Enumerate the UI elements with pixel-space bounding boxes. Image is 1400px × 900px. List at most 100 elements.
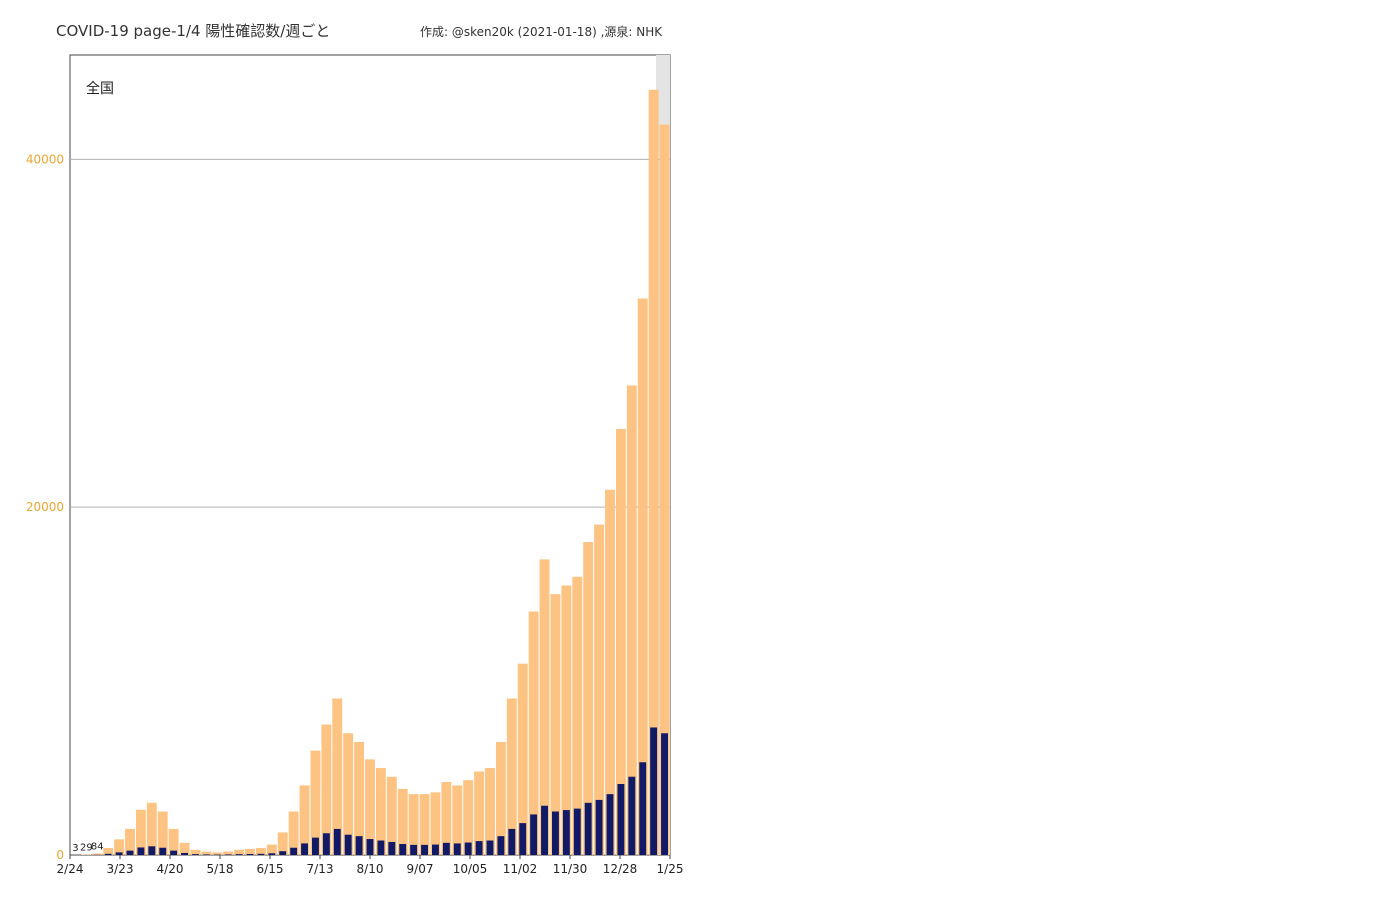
daily-bar — [279, 851, 287, 855]
daily-bar — [519, 823, 527, 855]
y-tick-label: 0 — [56, 848, 64, 862]
weekly-bar — [157, 811, 168, 855]
y-tick-label: 20000 — [26, 500, 64, 514]
daily-bar — [115, 852, 123, 855]
daily-bar — [268, 853, 276, 855]
weekly-bar — [637, 298, 648, 855]
weekly-bar — [114, 839, 125, 855]
weekly-bar — [103, 848, 114, 855]
daily-bar — [617, 783, 625, 855]
weekly-bar — [528, 611, 539, 855]
daily-bar — [235, 854, 243, 855]
weekly-bar — [81, 854, 92, 855]
x-tick-label: 11/02 — [503, 862, 538, 876]
weekly-bar — [375, 768, 386, 855]
daily-bar — [475, 841, 483, 855]
daily-bar — [552, 811, 559, 855]
data-label: 3 — [72, 843, 78, 854]
x-tick-label: 11/30 — [553, 862, 588, 876]
daily-bar — [421, 844, 428, 855]
weekly-bar — [212, 852, 223, 855]
weekly-bar — [648, 89, 659, 856]
x-tick-label: 5/18 — [207, 862, 234, 876]
weekly-bar — [277, 832, 288, 855]
daily-bar — [290, 847, 298, 855]
weekly-bar — [266, 844, 277, 855]
daily-bar — [170, 850, 178, 855]
daily-bar — [377, 840, 385, 855]
x-tick-label: 6/15 — [257, 862, 284, 876]
daily-bar — [126, 850, 134, 855]
weekly-bar — [332, 698, 343, 855]
weekly-bar — [495, 741, 506, 855]
daily-bar — [355, 836, 363, 855]
x-tick-label: 10/05 — [453, 862, 488, 876]
weekly-bar — [550, 594, 561, 855]
x-tick-label: 1/25 — [657, 862, 684, 876]
weekly-bar — [288, 811, 299, 855]
weekly-bar — [365, 759, 375, 855]
x-tick-label: 3/23 — [107, 862, 134, 876]
weekly-bar — [474, 771, 485, 855]
region-label: 全国 — [86, 80, 114, 97]
weekly-bar — [223, 851, 234, 855]
weekly-bar — [299, 785, 310, 855]
weekly-bar — [386, 776, 397, 855]
daily-bar — [159, 847, 167, 855]
daily-bar — [399, 843, 407, 855]
data-label: 29 — [80, 842, 93, 853]
daily-bar — [464, 842, 472, 855]
daily-bar — [388, 841, 396, 855]
weekly-bar — [135, 809, 146, 855]
daily-bar — [573, 808, 581, 855]
weekly-bar — [125, 828, 135, 855]
daily-bar — [453, 843, 461, 855]
daily-bar — [333, 828, 341, 855]
daily-bar — [137, 847, 145, 855]
daily-bar — [410, 844, 418, 855]
weekly-bar — [659, 124, 670, 856]
x-tick-label: 12/28 — [603, 862, 638, 876]
daily-bar — [148, 846, 156, 855]
data-label: 84 — [91, 842, 104, 853]
daily-bar — [650, 727, 658, 855]
credit-line: 作成: @sken20k (2021-01-18) ,源泉: NHK — [420, 25, 663, 39]
daily-bar — [257, 853, 265, 855]
daily-bar — [322, 833, 330, 855]
weekly-bar — [583, 541, 594, 855]
weekly-bar — [441, 781, 452, 855]
weekly-bar — [517, 663, 528, 855]
daily-bar — [224, 854, 232, 855]
daily-bar — [104, 853, 112, 855]
weekly-bar — [485, 768, 495, 855]
daily-bar — [541, 805, 548, 855]
weekly-bar — [201, 851, 212, 855]
weekly-bar — [92, 853, 103, 855]
weekly-bar — [354, 741, 365, 855]
daily-bar — [312, 837, 319, 855]
weekly-bar — [234, 849, 245, 855]
weekly-bar — [245, 848, 255, 855]
weekly-bar — [255, 848, 266, 855]
weekly-bar — [430, 792, 441, 855]
daily-bar — [661, 733, 668, 855]
daily-bar — [595, 799, 603, 855]
daily-bar — [562, 810, 570, 855]
weekly-bar — [397, 788, 408, 855]
daily-bar — [432, 844, 439, 855]
daily-bar — [584, 802, 592, 855]
daily-bar — [497, 836, 505, 855]
weekly-bar — [190, 849, 201, 855]
daily-bar — [628, 776, 636, 855]
daily-bar — [192, 854, 199, 855]
weekly-bar — [310, 750, 321, 855]
weekly-bar — [408, 794, 419, 855]
weekly-bar — [572, 576, 583, 855]
weekly-bar — [168, 828, 179, 855]
weekly-bar — [605, 489, 615, 855]
weekly-bar — [419, 794, 430, 855]
weekly-bar — [615, 428, 626, 855]
daily-bar — [181, 852, 188, 855]
x-tick-label: 9/07 — [407, 862, 434, 876]
